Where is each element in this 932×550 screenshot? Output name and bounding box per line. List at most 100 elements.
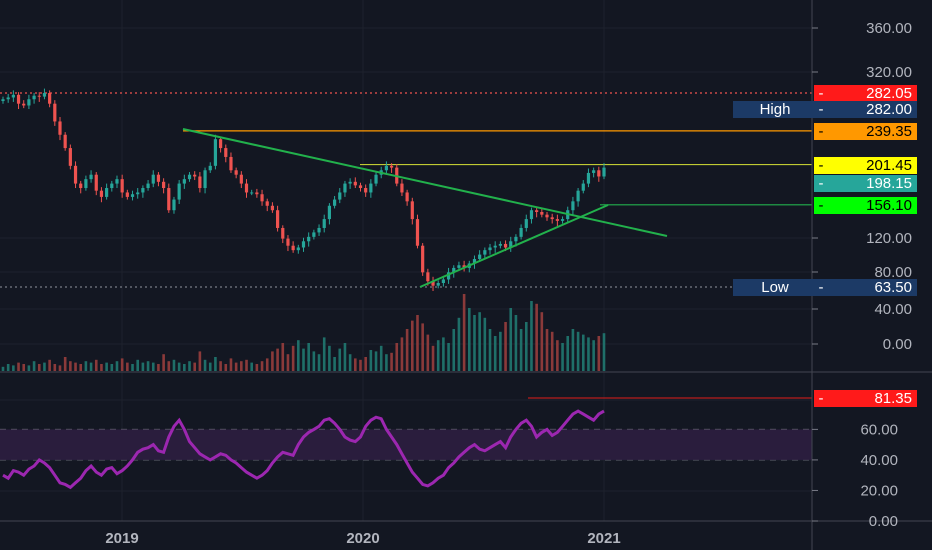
candle-body xyxy=(22,103,26,106)
candle-body xyxy=(472,259,477,264)
candle-body xyxy=(63,134,67,149)
badge-239-value: 239.35 xyxy=(866,123,912,140)
badge-high-label: High xyxy=(760,101,791,118)
candle-body xyxy=(105,188,109,197)
volume-bar xyxy=(307,343,310,371)
volume-bar xyxy=(234,362,238,371)
candle-body xyxy=(73,165,78,184)
volume-bar xyxy=(229,358,233,371)
candle-body xyxy=(130,194,135,197)
volume-bar xyxy=(94,359,98,371)
candle-body xyxy=(42,93,47,97)
candle-body xyxy=(478,254,482,260)
rsi-tick-label: 0.00 xyxy=(869,513,898,530)
time-tick-label: 2019 xyxy=(105,530,138,547)
candle-body xyxy=(509,241,513,248)
candle-body xyxy=(296,247,300,251)
volume-bar xyxy=(499,331,502,371)
rsi-tick-label: 60.00 xyxy=(860,421,898,438)
price-tick-label: 80.00 xyxy=(874,264,912,281)
candle-body xyxy=(317,227,321,233)
badge-high-value: 282.00 xyxy=(866,101,912,118)
candle-body xyxy=(307,236,311,242)
volume-bar xyxy=(390,352,393,371)
volume-bar xyxy=(328,345,331,371)
candle-body xyxy=(250,192,254,194)
badge-201: - 201.45 xyxy=(814,157,917,174)
volume-bar xyxy=(478,312,481,371)
candle-body xyxy=(208,165,212,171)
volume-bar xyxy=(48,359,51,371)
svg-text:-: - xyxy=(819,390,824,407)
svg-text:-: - xyxy=(819,101,824,118)
candle-body xyxy=(462,265,466,268)
volume-bar xyxy=(359,359,362,371)
volume-bar xyxy=(602,333,606,371)
price-levels xyxy=(0,92,812,399)
candle-body xyxy=(592,170,596,173)
svg-text:-: - xyxy=(819,197,824,214)
volume-bar xyxy=(53,364,57,371)
volume-bar xyxy=(6,364,10,371)
badge-156: - 156.10 xyxy=(814,197,917,214)
volume-bar xyxy=(550,331,554,371)
volume-bar xyxy=(162,354,165,371)
badge-low-value: 63.50 xyxy=(874,279,912,296)
volume-bar xyxy=(354,358,357,371)
candle-body xyxy=(120,179,124,193)
candle-body xyxy=(84,179,88,189)
badge-198: - 198.15 xyxy=(814,175,917,192)
candle-body xyxy=(571,201,575,211)
candle-body xyxy=(151,174,155,184)
svg-text:-: - xyxy=(819,85,824,102)
candle-body xyxy=(586,172,591,184)
volume-bar xyxy=(126,362,129,371)
candle-body xyxy=(343,183,347,193)
volume-bar xyxy=(519,329,523,371)
candle-body xyxy=(265,201,269,206)
volume-bar xyxy=(198,351,202,371)
volume-bar xyxy=(1,366,5,371)
volume-bar xyxy=(524,322,528,371)
volume-bar xyxy=(587,337,590,371)
volume-bar xyxy=(219,361,222,371)
volume-bar xyxy=(151,362,155,371)
volume-bar xyxy=(442,337,445,371)
candle-body xyxy=(581,183,585,191)
volume-bar xyxy=(297,340,300,371)
candle-body xyxy=(550,217,554,220)
volume-bar xyxy=(457,317,461,371)
candle-body xyxy=(156,174,161,182)
svg-text:-: - xyxy=(819,123,824,140)
badge-low: Low - 63.50 xyxy=(733,279,917,296)
volume-bar xyxy=(245,359,248,371)
candle-body xyxy=(452,267,456,273)
candle-body xyxy=(172,199,176,211)
candle-body xyxy=(115,179,119,184)
candle-body xyxy=(146,183,150,189)
candle-body xyxy=(338,192,342,200)
candle-body xyxy=(94,174,98,191)
candle-body xyxy=(545,214,549,218)
candle-body xyxy=(312,232,316,237)
volume-bar xyxy=(447,343,450,371)
badge-198-value: 198.15 xyxy=(866,175,912,192)
badge-low-label: Low xyxy=(761,279,789,296)
volume-bar xyxy=(177,362,181,371)
svg-text:-: - xyxy=(819,157,824,174)
candle-body xyxy=(519,227,523,237)
volume-bar xyxy=(431,345,435,371)
badge-rsi: - 81.35 xyxy=(814,390,917,407)
volume-bar xyxy=(597,336,601,371)
candle-body xyxy=(301,241,306,248)
volume-bar xyxy=(416,315,419,371)
candle-body xyxy=(136,192,140,195)
price-tick-label: 120.00 xyxy=(866,230,912,247)
price-axis[interactable]: 360.00 320.00 120.00 80.00 40.00 0.00 60.00 40.… xyxy=(812,20,912,530)
volume-bar xyxy=(58,365,62,371)
candle-body xyxy=(177,183,181,200)
volume-bar xyxy=(22,364,26,371)
time-axis[interactable]: 2019 2020 2021 xyxy=(105,530,620,547)
